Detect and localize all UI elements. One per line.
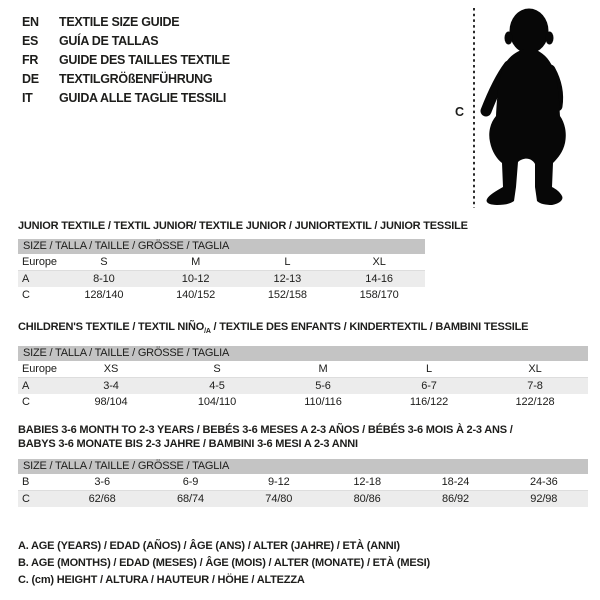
children-title-subscript: /A (204, 328, 211, 336)
size-value-cell: 110/116 (304, 395, 342, 408)
size-value-cell: 6-7 (376, 377, 482, 394)
row-label-cell: C (22, 395, 30, 408)
size-value-cell: 62/68 (58, 490, 147, 507)
language-title: GUIDE DES TAILLES TEXTILE (59, 52, 230, 67)
size-value-cell: 128/140 (84, 288, 124, 301)
size-value-cell: L (376, 361, 482, 378)
table-row: B 3-6 6-9 9-12 12-18 18-24 24-36 (18, 474, 588, 491)
size-value-cell: 158/170 (359, 288, 399, 301)
language-title: TEXTILE SIZE GUIDE (59, 14, 180, 29)
size-value-cell: XL (333, 254, 425, 271)
table-row: A 3-4 4-5 5-6 6-7 7-8 (18, 377, 588, 394)
size-value-cell: M (149, 254, 242, 271)
row-label-cell: C (22, 288, 30, 301)
language-code: ES (22, 33, 39, 48)
size-value-cell: 24-36 (499, 474, 588, 491)
children-title-text: / TEXTILE DES ENFANTS / KINDERTEXTIL / B… (210, 321, 529, 333)
language-row: FR GUIDE DES TAILLES TEXTILE (22, 50, 230, 69)
junior-section-title: JUNIOR TEXTILE / TEXTIL JUNIOR/ TEXTILE … (18, 219, 468, 233)
size-value-cell: 3-4 (58, 377, 164, 394)
table-row: C 62/68 68/74 74/80 80/86 86/92 92/98 (18, 490, 588, 507)
size-value-cell: 14-16 (333, 270, 425, 287)
language-code: EN (22, 14, 39, 29)
row-label-cell: B (18, 474, 58, 491)
row-label-cell: C (18, 490, 58, 507)
table-row: A 8-10 10-12 12-13 14-16 (18, 270, 425, 287)
size-value-cell: M (270, 361, 376, 378)
footnote-legend: A. AGE (YEARS) / EDAD (AÑOS) / ÂGE (ANS)… (18, 538, 430, 589)
size-value-cell: 74/80 (234, 490, 323, 507)
junior-size-table: SIZE / TALLA / TAILLE / GRÖSSE / TAGLIA … (18, 239, 425, 303)
size-value-cell: 4-5 (164, 377, 270, 394)
baby-silhouette-icon: C (455, 8, 566, 208)
size-value-cell: 7-8 (482, 377, 588, 394)
language-row: EN TEXTILE SIZE GUIDE (22, 12, 230, 31)
junior-title-text: JUNIOR TEXTILE / TEXTIL JUNIOR/ TEXTILE … (18, 220, 468, 232)
size-value-cell: S (58, 254, 150, 271)
size-value-cell: 152/158 (267, 288, 307, 301)
size-header-bar: SIZE / TALLA / TAILLE / GRÖSSE / TAGLIA (18, 459, 588, 474)
table-row: C 128/140 140/152 152/158 158/170 (18, 287, 425, 303)
size-value-cell: 122/128 (515, 395, 555, 408)
size-value-cell: 3-6 (58, 474, 147, 491)
size-value-cell: XS (58, 361, 164, 378)
size-value-cell: S (164, 361, 270, 378)
size-value-cell: 8-10 (58, 270, 150, 287)
row-label-cell: A (18, 270, 58, 287)
size-value-cell: 68/74 (146, 490, 235, 507)
row-label-cell: Europe (18, 254, 58, 271)
size-value-cell: 80/86 (322, 490, 412, 507)
baby-height-figure: C (440, 0, 600, 215)
size-value-cell: 104/110 (197, 395, 237, 408)
size-value-cell: 86/92 (411, 490, 500, 507)
language-code: FR (22, 52, 39, 67)
size-value-cell: 5-6 (270, 377, 376, 394)
size-value-cell: 140/152 (176, 288, 216, 301)
babies-title-line2: BABYS 3-6 MONATE BIS 2-3 JAHRE / BAMBINI… (18, 438, 358, 450)
baby-silhouette-shape (480, 8, 566, 205)
row-label-cell: A (18, 377, 58, 394)
children-section-title: CHILDREN'S TEXTILE / TEXTIL NIÑO/A / TEX… (18, 320, 529, 339)
language-row: DE TEXTILGRÖßENFÜHRUNG (22, 69, 230, 88)
language-code: DE (22, 71, 39, 86)
size-value-cell: L (241, 254, 334, 271)
language-title-list: EN TEXTILE SIZE GUIDE ES GUÍA DE TALLAS … (22, 12, 230, 107)
size-value-cell: 98/104 (94, 395, 128, 408)
table-row: C 98/104 104/110 110/116 116/122 122/128 (18, 394, 588, 410)
row-label-cell: Europe (18, 361, 58, 378)
size-value-cell: 92/98 (499, 490, 588, 507)
babies-size-table: SIZE / TALLA / TAILLE / GRÖSSE / TAGLIA … (18, 459, 588, 507)
size-header-bar: SIZE / TALLA / TAILLE / GRÖSSE / TAGLIA (18, 346, 588, 361)
language-title: GUIDA ALLE TAGLIE TESSILI (59, 90, 227, 105)
size-value-cell: 9-12 (234, 474, 323, 491)
size-value-cell: 6-9 (146, 474, 235, 491)
size-value-cell: XL (482, 361, 588, 378)
babies-title-line1: BABIES 3-6 MONTH TO 2-3 YEARS / BEBÉS 3-… (18, 424, 513, 436)
language-title: TEXTILGRÖßENFÜHRUNG (59, 71, 213, 86)
size-value-cell: 116/122 (409, 395, 449, 408)
children-size-table: SIZE / TALLA / TAILLE / GRÖSSE / TAGLIA … (18, 346, 588, 410)
babies-section-title: BABIES 3-6 MONTH TO 2-3 YEARS / BEBÉS 3-… (18, 423, 513, 451)
height-measure-label: C (455, 105, 464, 119)
footnote-c: C. (cm) HEIGHT / ALTURA / HAUTEUR / HÖHE… (18, 574, 305, 586)
size-header-bar: SIZE / TALLA / TAILLE / GRÖSSE / TAGLIA (18, 239, 425, 254)
table-row: Europe S M L XL (18, 254, 425, 271)
size-value-cell: 18-24 (411, 474, 500, 491)
size-value-cell: 12-13 (241, 270, 334, 287)
language-code: IT (22, 90, 33, 105)
size-value-cell: 12-18 (322, 474, 412, 491)
size-value-cell: 10-12 (149, 270, 242, 287)
language-row: IT GUIDA ALLE TAGLIE TESSILI (22, 88, 230, 107)
table-row: Europe XS S M L XL (18, 361, 588, 378)
children-title-text: CHILDREN'S TEXTILE / TEXTIL NIÑO (18, 321, 205, 333)
language-title: GUÍA DE TALLAS (59, 33, 159, 48)
language-row: ES GUÍA DE TALLAS (22, 31, 230, 50)
footnote-b: B. AGE (MONTHS) / EDAD (MESES) / ÂGE (MO… (18, 557, 430, 569)
footnote-a: A. AGE (YEARS) / EDAD (AÑOS) / ÂGE (ANS)… (18, 540, 400, 552)
